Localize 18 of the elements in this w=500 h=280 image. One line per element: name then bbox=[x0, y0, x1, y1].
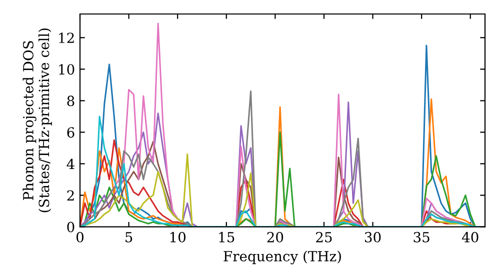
y-tick-label: 2 bbox=[67, 190, 74, 201]
y-tick-label: 12 bbox=[59, 32, 74, 43]
y-axis-title: Phonon projected DOS (States/THz·primitive cell) bbox=[22, 28, 52, 212]
x-tick-label: 20 bbox=[267, 232, 284, 242]
x-tick-label: 15 bbox=[219, 232, 234, 242]
y-tick-label: 8 bbox=[67, 96, 74, 106]
x-tick-label: 5 bbox=[126, 232, 132, 242]
x-tick-label: 25 bbox=[316, 232, 332, 242]
x-tick-label: 35 bbox=[414, 232, 430, 242]
y-tick-label: 4 bbox=[66, 158, 74, 170]
x-axis-title: Frequency (THz) bbox=[224, 250, 341, 264]
y-tick-label: 10 bbox=[59, 64, 74, 75]
x-tick-label: 10 bbox=[170, 232, 186, 242]
y-tick-label: 6 bbox=[67, 127, 74, 138]
x-tick-label: 40 bbox=[462, 232, 478, 242]
x-tick-label: 0 bbox=[76, 232, 84, 242]
y-tick-label: 0 bbox=[67, 222, 74, 232]
x-tick-label: 30 bbox=[364, 232, 381, 242]
